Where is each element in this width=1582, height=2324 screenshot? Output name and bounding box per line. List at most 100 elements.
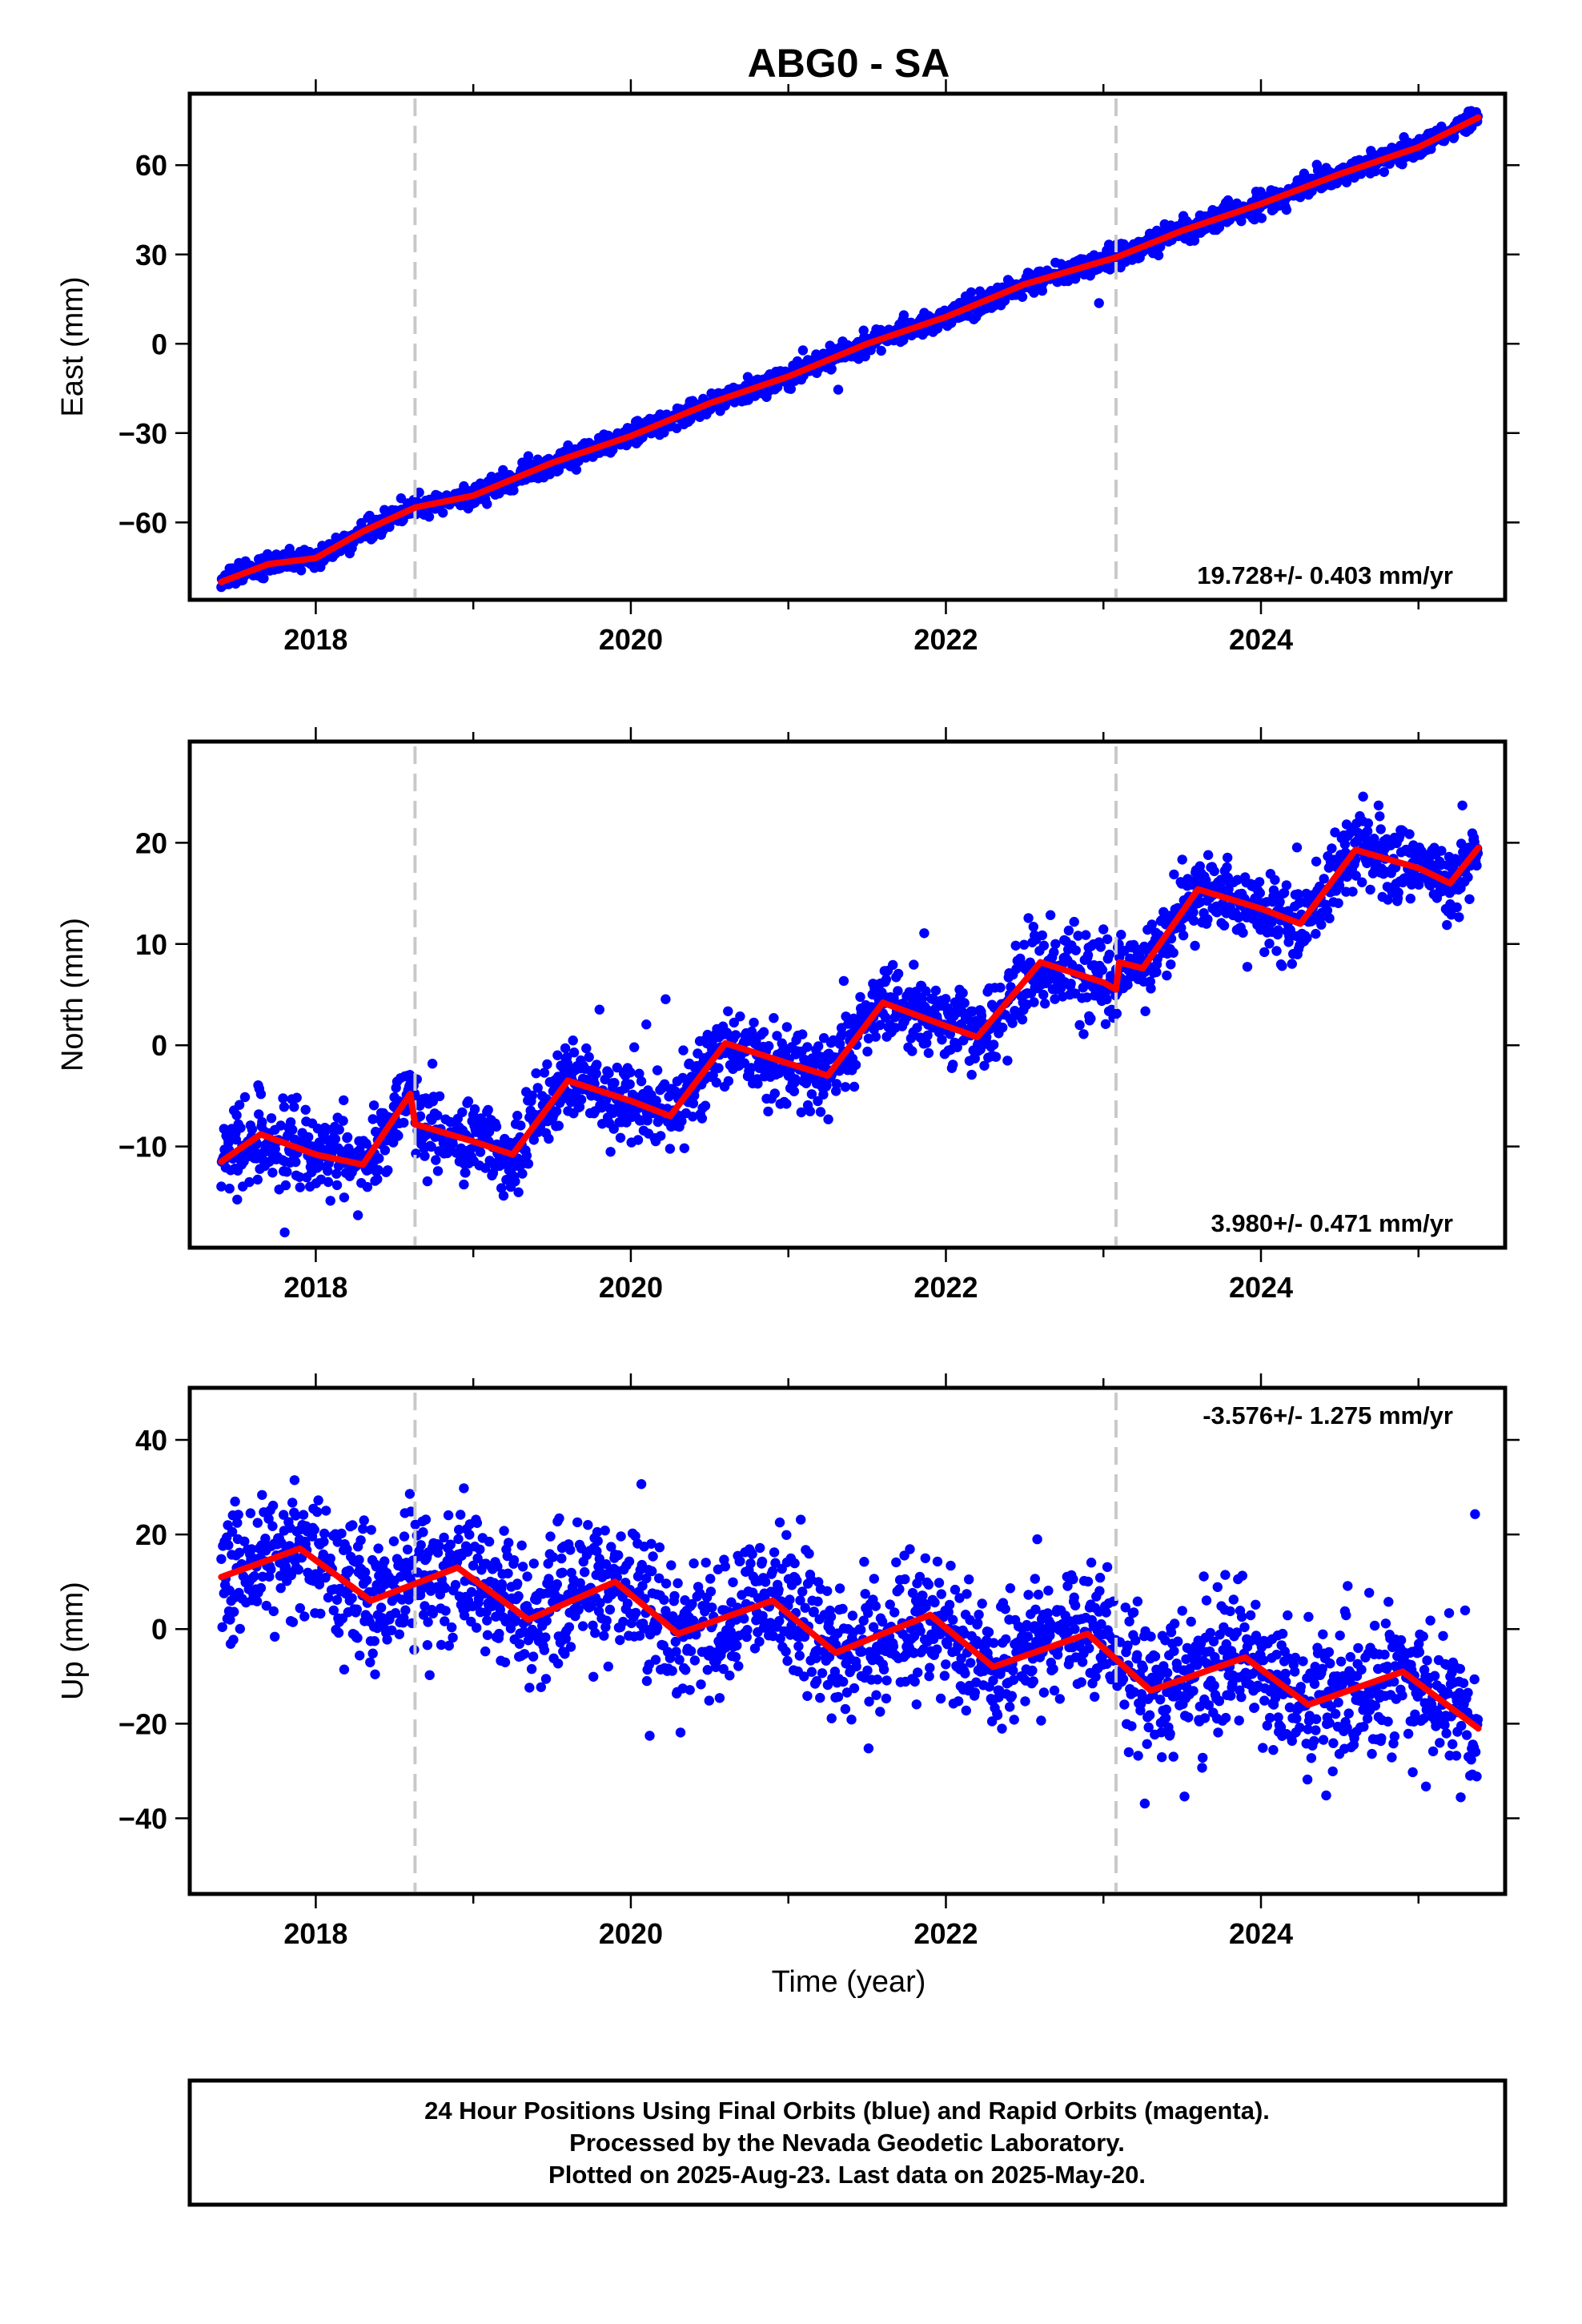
- up-data-point: [590, 1627, 600, 1638]
- north-data-point: [257, 1116, 267, 1128]
- east-data-point: [508, 485, 519, 496]
- north-data-point: [1070, 945, 1082, 956]
- up-data-point: [223, 1540, 234, 1550]
- east-y-tick-label: −60: [118, 506, 167, 539]
- north-data-point: [1007, 1018, 1018, 1028]
- north-data-point: [849, 1081, 860, 1092]
- north-data-point: [921, 986, 931, 996]
- up-data-point: [631, 1607, 641, 1618]
- north-data-point: [1102, 934, 1113, 945]
- north-data-point: [1063, 925, 1074, 936]
- north-data-point: [1168, 947, 1178, 959]
- up-data-point: [249, 1571, 259, 1582]
- up-data-point: [583, 1520, 593, 1530]
- up-data-point: [287, 1617, 299, 1627]
- north-data-point: [941, 994, 951, 1004]
- north-data-point: [1086, 1013, 1096, 1024]
- north-data-point: [323, 1176, 334, 1188]
- north-data-point: [1271, 946, 1282, 956]
- east-data-point: [1379, 167, 1390, 177]
- north-data-point: [1066, 979, 1076, 989]
- north-data-point: [1302, 933, 1312, 943]
- east-data-point: [1223, 195, 1234, 206]
- north-data-point: [749, 1017, 759, 1028]
- east-data-point: [833, 384, 844, 395]
- up-data-point: [276, 1538, 287, 1548]
- up-data-point: [781, 1530, 792, 1541]
- north-model-fit-line: [218, 844, 1482, 1168]
- north-x-tick-label: 2020: [599, 1271, 663, 1304]
- north-data-point: [979, 1060, 990, 1072]
- up-data-point: [228, 1634, 239, 1645]
- up-data-point: [508, 1555, 520, 1566]
- up-data-point: [299, 1611, 310, 1622]
- up-data-point: [434, 1541, 444, 1551]
- north-data-point: [303, 1132, 314, 1143]
- east-data-point: [659, 427, 669, 438]
- up-data-point: [689, 1558, 699, 1569]
- north-data-point: [1209, 866, 1219, 877]
- north-data-point: [989, 1039, 999, 1050]
- east-data-point: [1103, 239, 1114, 250]
- up-data-point: [233, 1510, 243, 1520]
- up-data-point: [793, 1641, 804, 1651]
- north-data-point: [677, 1116, 687, 1127]
- east-x-tick-label: 2022: [913, 623, 978, 656]
- north-data-point: [875, 1019, 885, 1031]
- east-data-point: [1281, 204, 1292, 215]
- north-data-point: [921, 1038, 932, 1048]
- north-data-point: [1232, 875, 1243, 885]
- north-x-tick-label: 2022: [913, 1271, 978, 1304]
- north-data-point: [581, 1043, 592, 1054]
- up-data-point: [472, 1622, 482, 1633]
- north-data-point: [838, 975, 849, 987]
- up-data-point: [652, 1622, 663, 1633]
- north-data-point: [1073, 931, 1083, 941]
- up-data-point: [667, 1666, 677, 1676]
- up-data-point: [500, 1657, 511, 1667]
- north-data-point: [688, 1098, 699, 1109]
- north-data-point: [713, 1063, 724, 1073]
- up-data-point: [459, 1483, 469, 1494]
- up-data-point: [336, 1528, 347, 1539]
- north-data-point: [291, 1092, 302, 1103]
- north-data-point: [697, 1113, 708, 1124]
- north-data-point: [1327, 843, 1337, 854]
- north-data-point: [270, 1144, 280, 1154]
- north-data-point: [1100, 1019, 1111, 1030]
- north-data-point: [282, 1167, 292, 1177]
- up-data-point: [351, 1604, 362, 1614]
- east-data-point: [523, 451, 534, 461]
- up-data-point: [705, 1574, 716, 1584]
- up-data-point: [615, 1634, 625, 1646]
- up-data-point: [504, 1538, 514, 1548]
- up-data-point: [472, 1518, 483, 1529]
- up-data-point: [234, 1547, 245, 1558]
- up-data-point: [443, 1510, 454, 1521]
- north-data-point: [576, 1094, 587, 1105]
- up-data-point: [517, 1562, 528, 1572]
- up-data-point: [565, 1642, 576, 1652]
- north-data-point: [517, 1168, 528, 1179]
- north-data-point: [604, 1068, 614, 1079]
- north-data-point: [244, 1176, 255, 1188]
- north-data-point: [1339, 839, 1351, 850]
- north-data-point: [1050, 994, 1060, 1004]
- north-data-point: [729, 1017, 739, 1028]
- up-data-point: [355, 1651, 365, 1661]
- north-data-point: [415, 1111, 426, 1121]
- up-data-point: [648, 1551, 658, 1562]
- north-data-point: [362, 1182, 373, 1192]
- east-data-point: [414, 487, 424, 498]
- north-data-point: [1277, 961, 1287, 971]
- north-data-point: [1452, 902, 1462, 913]
- north-data-point: [432, 1110, 443, 1121]
- north-data-point: [1255, 887, 1266, 899]
- north-data-point: [235, 1123, 246, 1133]
- north-data-point: [909, 959, 919, 970]
- north-data-point: [1023, 913, 1034, 923]
- north-data-point: [367, 1114, 378, 1124]
- north-data-point: [295, 1182, 305, 1192]
- north-data-point: [323, 1165, 333, 1176]
